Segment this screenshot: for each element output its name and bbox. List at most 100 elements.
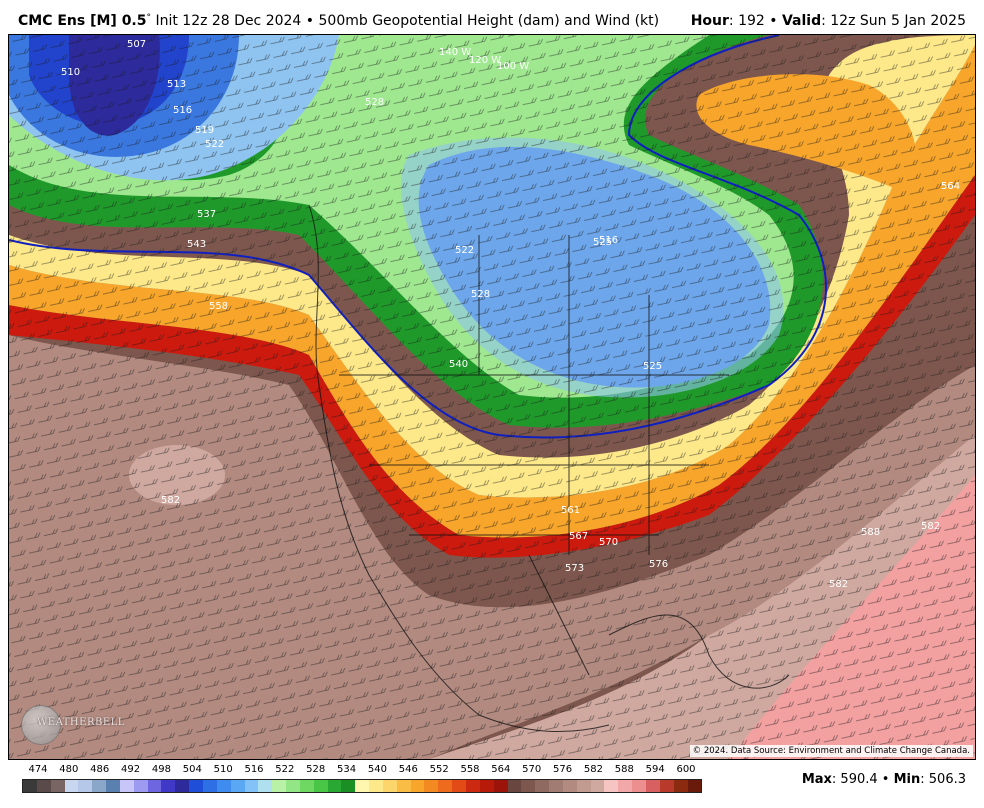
colorbar-swatch bbox=[632, 780, 646, 792]
colorbar-tick-label: 534 bbox=[337, 764, 357, 775]
colorbar-swatch bbox=[590, 780, 605, 792]
colorbar-swatch bbox=[382, 780, 397, 792]
colorbar-tick-label: 576 bbox=[553, 764, 573, 775]
colorbar-swatch bbox=[244, 780, 259, 792]
contour-label: 522 bbox=[205, 139, 224, 150]
max-value: : 590.4 bbox=[831, 772, 878, 787]
contour-label: 570 bbox=[599, 537, 618, 548]
max-min-readout: Max: 590.4 • Min: 506.3 bbox=[802, 772, 966, 787]
colorbar-swatch bbox=[424, 780, 439, 792]
colorbar-swatch bbox=[452, 780, 466, 792]
colorbar-tick-label: 600 bbox=[676, 764, 696, 775]
hour-label: Hour bbox=[690, 13, 729, 29]
logo-text: WEATHERBELL bbox=[37, 717, 125, 728]
contour-label: 513 bbox=[167, 79, 186, 90]
colorbar-swatch bbox=[313, 780, 328, 792]
valid-label: Valid bbox=[781, 13, 822, 29]
colorbar-tick-label: 582 bbox=[583, 764, 603, 775]
stats-bullet: • bbox=[881, 772, 890, 787]
colorbar-swatch bbox=[355, 780, 370, 792]
colorbar-tick-label: 588 bbox=[614, 764, 634, 775]
colorbar-tick-label: 546 bbox=[398, 764, 418, 775]
colorbar-tick-label: 570 bbox=[522, 764, 542, 775]
model-name: CMC Ens [M] 0.5 bbox=[18, 13, 147, 29]
weatherbell-logo: WEATHERBELL bbox=[17, 705, 124, 745]
colorbar-swatch bbox=[521, 780, 536, 792]
colorbar-swatch bbox=[64, 780, 79, 792]
product-name: 500mb Geopotential Height (dam) and Wind… bbox=[318, 13, 660, 29]
colorbar-swatch bbox=[493, 780, 508, 792]
colorbar-tick-label: 558 bbox=[460, 764, 480, 775]
colorbar-swatch bbox=[645, 780, 660, 792]
colorbar-tick-label: 552 bbox=[429, 764, 449, 775]
contour-label: 582 bbox=[829, 579, 848, 590]
colorbar-tick-label: 474 bbox=[28, 764, 48, 775]
colorbar-tick-label: 498 bbox=[151, 764, 171, 775]
colorbar-tick-label: 540 bbox=[367, 764, 387, 775]
colorbar-legend: 474 480 486 492 498 504 510 516 522 528 534 540 546 5… bbox=[22, 764, 702, 794]
colorbar-swatch bbox=[618, 780, 633, 792]
colorbar-swatch bbox=[50, 780, 65, 792]
colorbar-swatch bbox=[535, 780, 550, 792]
contour-label: 573 bbox=[565, 563, 584, 574]
colorbar-swatch bbox=[189, 780, 203, 792]
colorbar-swatch bbox=[466, 780, 480, 792]
colorbar-tick-label: 528 bbox=[306, 764, 326, 775]
colorbar-tick-label: 510 bbox=[213, 764, 233, 775]
colorbar-swatch bbox=[286, 780, 300, 792]
colorbar-swatch bbox=[479, 780, 494, 792]
colorbar-swatch bbox=[438, 780, 453, 792]
colorbar-swatch bbox=[78, 780, 93, 792]
contour-label: 510 bbox=[61, 67, 80, 78]
data-source-credit: © 2024. Data Source: Environment and Cli… bbox=[689, 745, 973, 757]
colorbar-swatch bbox=[299, 780, 314, 792]
colorbar-swatch bbox=[673, 780, 688, 792]
colorbar-swatch bbox=[119, 780, 134, 792]
colorbar-swatch bbox=[562, 780, 577, 792]
colorbar-swatch bbox=[258, 780, 273, 792]
colorbar-swatch bbox=[507, 780, 522, 792]
colorbar-swatch bbox=[272, 780, 287, 792]
max-label: Max bbox=[801, 772, 832, 787]
colorbar-swatch bbox=[341, 780, 356, 792]
contour-label: 507 bbox=[127, 39, 146, 50]
colorbar-swatch bbox=[36, 780, 51, 792]
contour-label: 528 bbox=[365, 97, 384, 108]
colorbar-labels: 474 480 486 492 498 504 510 516 522 528 534 540 546 5… bbox=[22, 764, 702, 778]
colorbar-tick-label: 486 bbox=[90, 764, 110, 775]
colorbar-tick-label: 492 bbox=[121, 764, 141, 775]
contour-label: 120 W bbox=[469, 55, 501, 66]
contour-label: 100 W bbox=[497, 61, 529, 72]
colorbar-swatch bbox=[687, 780, 702, 792]
contour-label: 543 bbox=[187, 239, 206, 250]
colorbar-swatch bbox=[133, 780, 148, 792]
contour-label: 537 bbox=[197, 209, 216, 220]
degree-mark: ° bbox=[146, 13, 152, 23]
header: CMC Ens [M] 0.5° Init 12z 28 Dec 2024 • … bbox=[0, 0, 984, 34]
colorbar-swatches bbox=[22, 779, 702, 793]
colorbar-tick-label: 480 bbox=[59, 764, 79, 775]
contour-label: 582 bbox=[921, 521, 940, 532]
borders-layer bbox=[308, 204, 790, 733]
title-bullet: • bbox=[305, 13, 315, 29]
min-label: Min bbox=[893, 772, 921, 787]
contour-label: 516 bbox=[173, 105, 192, 116]
map-title: CMC Ens [M] 0.5° Init 12z 28 Dec 2024 • … bbox=[18, 13, 659, 29]
contour-label: 516 bbox=[599, 235, 618, 246]
contour-label: 519 bbox=[195, 125, 214, 136]
colorbar-tick-label: 516 bbox=[244, 764, 264, 775]
contour-label: 528 bbox=[471, 289, 490, 300]
contour-label: 140 W bbox=[439, 47, 471, 58]
colorbar-swatch bbox=[659, 780, 674, 792]
colorbar-swatch bbox=[202, 780, 217, 792]
contour-label: 567 bbox=[569, 531, 588, 542]
contour-label: 525 bbox=[643, 361, 662, 372]
valid-time-block: Hour: 192 • Valid: 12z Sun 5 Jan 2025 bbox=[691, 13, 966, 29]
colorbar-swatch bbox=[604, 780, 619, 792]
colorbar-tick-label: 522 bbox=[275, 764, 295, 775]
contour-label: 540 bbox=[449, 359, 468, 370]
contour-label: 582 bbox=[161, 495, 180, 506]
hour-value: : 192 bbox=[728, 13, 765, 29]
forecast-map[interactable]: 507 510 513 516 519 522 528 537 543 558 564 582 525 5… bbox=[8, 34, 976, 760]
contour-label: 576 bbox=[649, 559, 668, 570]
